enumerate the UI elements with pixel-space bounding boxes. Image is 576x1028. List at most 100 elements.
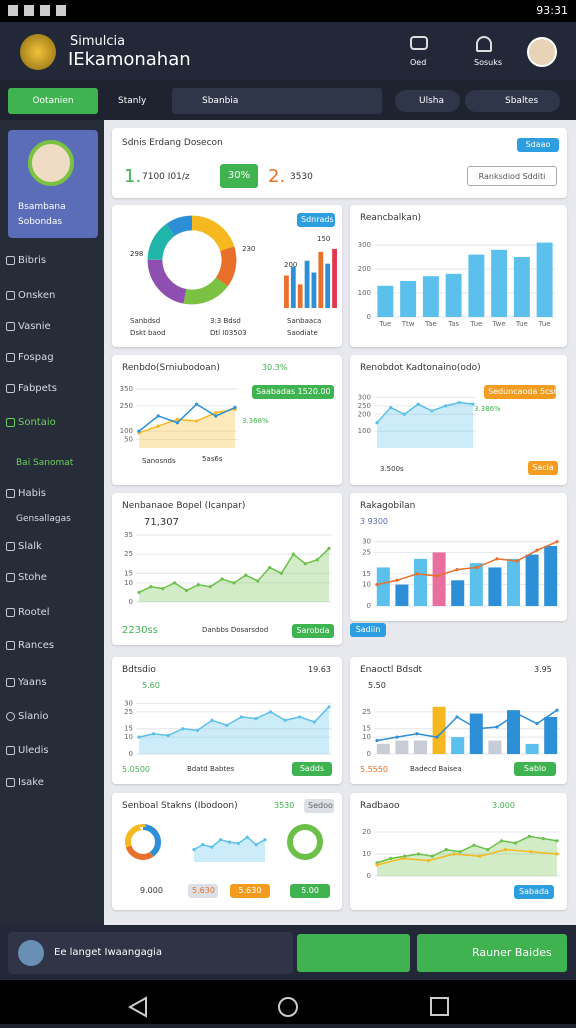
nav-item[interactable]: Habis xyxy=(0,488,46,499)
search-box[interactable]: Sbanbia xyxy=(172,88,382,114)
summary-panel: Sdnis Erdang Dosecon 1. 7100 I01/z 30% 2… xyxy=(112,128,567,198)
message-text: Ee langet Iwaangagia xyxy=(54,947,162,958)
donut-label: 230 xyxy=(242,245,256,253)
line xyxy=(376,401,474,424)
panel-button[interactable]: Sarobda xyxy=(292,624,334,638)
point xyxy=(395,578,399,582)
nav-item[interactable]: Gensallagas xyxy=(16,514,71,524)
action-label[interactable]: Sosuks xyxy=(474,58,503,67)
area xyxy=(139,706,329,754)
panel-button[interactable]: Sacia xyxy=(528,461,558,475)
nav-item[interactable]: Yaans xyxy=(0,677,47,688)
point xyxy=(233,405,237,410)
nav-item[interactable]: Bibris xyxy=(0,255,46,266)
panel-title: Senboal Stakns (Ibodoon) xyxy=(122,801,238,811)
nav-label: Stohe xyxy=(18,572,47,583)
point xyxy=(475,727,479,731)
panel-button[interactable]: Sdnrads xyxy=(297,213,335,227)
point xyxy=(184,588,189,593)
line xyxy=(376,848,558,866)
ring-chart xyxy=(287,824,323,860)
y-tick-label: 10 xyxy=(362,581,371,589)
bar-footer: Sanbaaca xyxy=(287,317,322,325)
nav-item[interactable]: Slanio xyxy=(0,711,49,722)
nav-item[interactable]: Vasnie xyxy=(0,321,51,332)
nav-item[interactable]: Fabpets xyxy=(0,383,57,394)
nav-item[interactable]: Onsken xyxy=(0,290,55,301)
clock: 93:31 xyxy=(536,4,568,17)
footer-value: 2230ss xyxy=(122,625,158,636)
avatar[interactable] xyxy=(527,37,557,67)
donut-segment xyxy=(125,824,161,860)
nav-item[interactable]: Stohe xyxy=(0,572,47,583)
app-title: IEkamonahan xyxy=(68,49,191,70)
view-toggle[interactable]: Stanly xyxy=(118,96,147,106)
point xyxy=(527,834,531,838)
nav-item[interactable]: Fospag xyxy=(0,352,54,363)
filter-pill[interactable]: Ulsha xyxy=(395,90,460,112)
bar xyxy=(376,743,390,754)
legend-item: Dtl I03503 xyxy=(210,329,247,337)
bar xyxy=(536,242,553,317)
point xyxy=(478,854,482,858)
panel-button[interactable]: Sablo xyxy=(514,762,556,776)
footer-value: 5.5550 xyxy=(360,765,388,774)
nav-item[interactable]: Slalk xyxy=(0,541,42,552)
action-button[interactable]: Rauner Baides xyxy=(417,934,567,972)
point xyxy=(515,559,519,563)
bell-icon[interactable] xyxy=(476,36,492,52)
nav-bar xyxy=(0,980,576,1024)
nav-item[interactable]: Rootel xyxy=(0,607,50,618)
panel-button[interactable]: Ranksdiod Sdditi xyxy=(467,166,557,186)
panel-button[interactable]: Sabada xyxy=(514,885,554,899)
next-button[interactable] xyxy=(297,934,410,972)
bar xyxy=(432,706,446,754)
y-tick-label: 300 xyxy=(358,241,371,249)
nav-section[interactable]: Bai Sanomat xyxy=(16,458,74,468)
point xyxy=(401,856,405,860)
home-button[interactable] xyxy=(278,997,298,1017)
bar xyxy=(395,584,409,606)
primary-button[interactable]: Ootanien xyxy=(8,88,98,114)
panel-button[interactable]: Saabadas 1520.00 xyxy=(252,385,334,399)
point xyxy=(455,715,459,719)
donut-segment xyxy=(125,824,161,860)
panel-button[interactable]: Seduncaoda 5cs6 xyxy=(484,385,559,399)
message-box[interactable]: Ee langet Iwaangagia xyxy=(8,932,293,974)
point xyxy=(298,715,302,719)
nav-item[interactable]: Isake xyxy=(0,777,44,788)
point xyxy=(166,733,170,738)
point xyxy=(161,587,165,591)
action-label[interactable]: Oed xyxy=(410,58,427,67)
point xyxy=(435,735,439,739)
point xyxy=(455,567,459,572)
bar xyxy=(311,272,317,308)
panel-button[interactable]: Sadiin xyxy=(350,623,386,637)
back-button[interactable] xyxy=(127,996,147,1018)
donut-segment xyxy=(147,215,237,305)
nav-item[interactable]: Rances xyxy=(0,640,54,651)
y-tick-label: 25 xyxy=(124,708,133,716)
y-tick-label: 0 xyxy=(367,313,371,321)
panel-button[interactable]: Sedoo xyxy=(304,799,334,813)
bar xyxy=(506,710,521,754)
nav-item-active[interactable]: Sontaio xyxy=(0,417,56,428)
recent-button[interactable] xyxy=(430,997,449,1016)
point xyxy=(263,838,267,842)
y-tick-label: 250 xyxy=(120,402,133,410)
y-tick-label: 100 xyxy=(120,427,133,435)
y-tick-label: 25 xyxy=(362,548,371,556)
point xyxy=(486,848,490,852)
panel-title: Nenbanaoe Bopel (Icanpar) xyxy=(122,501,246,511)
small-button[interactable]: Sdaao xyxy=(517,138,559,152)
bar xyxy=(488,740,502,754)
nav-item[interactable]: Uledis xyxy=(0,745,49,756)
profile-card[interactable]: Bsambana Sobondas xyxy=(8,130,98,238)
nav-label: Onsken xyxy=(18,290,56,301)
status-pill[interactable]: Sbaltes xyxy=(465,90,560,112)
chat-icon[interactable] xyxy=(410,36,428,50)
panel-button[interactable]: Sadds xyxy=(292,762,332,776)
badge: 30% xyxy=(220,164,258,188)
bar xyxy=(304,260,310,308)
